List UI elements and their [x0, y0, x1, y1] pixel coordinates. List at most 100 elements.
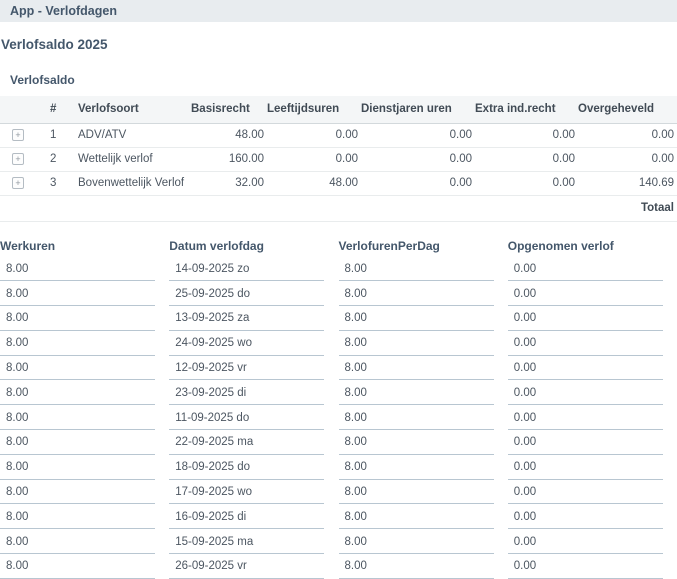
plus-glyph: +	[15, 131, 20, 140]
opgenomen-verlof-input[interactable]	[508, 459, 663, 480]
datum-verlofdag-input[interactable]	[169, 558, 324, 579]
datum-verlofdag-input[interactable]	[169, 409, 324, 430]
saldo-table-row: + 1 ADV/ATV 48.00 0.00 0.00 0.00 0.00	[0, 123, 677, 147]
opgenomen-verlof-input[interactable]	[508, 409, 663, 430]
werkuren-input[interactable]	[0, 533, 155, 554]
opgenomen-verlof-input[interactable]	[508, 483, 663, 504]
verlofuren-per-dag-input[interactable]	[339, 459, 494, 480]
werkuren-input[interactable]	[0, 483, 155, 504]
verlofuren-per-dag-input[interactable]	[339, 409, 494, 430]
verlofdag-row	[0, 405, 677, 430]
expand-cell: +	[0, 147, 44, 171]
opgenomen-verlof-input[interactable]	[508, 260, 663, 281]
verlofuren-per-dag-input[interactable]	[339, 260, 494, 281]
basisrecht-cell: 160.00	[191, 147, 267, 171]
opgenomen-verlof-input[interactable]	[508, 335, 663, 356]
expand-row-icon[interactable]: +	[12, 153, 24, 165]
col-label-datum-verlofdag: Datum verlofdag	[169, 235, 338, 257]
opgenomen-verlof-input[interactable]	[508, 310, 663, 331]
opgenomen-verlof-input[interactable]	[508, 359, 663, 380]
opgenomen-verlof-input[interactable]	[508, 508, 663, 529]
col-label-werkuren: Werkuren	[0, 235, 169, 257]
page-title: Verlofsaldo 2025	[0, 37, 677, 52]
datum-verlofdag-input[interactable]	[169, 434, 324, 455]
verlofuren-per-dag-input[interactable]	[339, 285, 494, 306]
col-header-basisrecht: Basisrecht	[191, 96, 267, 123]
plus-glyph: +	[15, 179, 20, 188]
col-label-opgenomen-verlof: Opgenomen verlof	[508, 235, 677, 257]
expand-cell: +	[0, 123, 44, 147]
werkuren-input[interactable]	[0, 310, 155, 331]
verlofuren-per-dag-input[interactable]	[339, 434, 494, 455]
verlofdag-row	[0, 430, 677, 455]
verlofuren-per-dag-input[interactable]	[339, 508, 494, 529]
werkuren-input[interactable]	[0, 558, 155, 579]
verlofdag-row	[0, 257, 677, 282]
datum-verlofdag-input[interactable]	[169, 508, 324, 529]
verlofuren-per-dag-input[interactable]	[339, 483, 494, 504]
opgenomen-verlof-input[interactable]	[508, 384, 663, 405]
datum-verlofdag-input[interactable]	[169, 459, 324, 480]
expand-cell: +	[0, 171, 44, 195]
verlofsoort-cell: ADV/ATV	[78, 123, 191, 147]
col-header-leeftijdsuren: Leeftijdsuren	[267, 96, 361, 123]
verlofdagen-grid: Werkuren Datum verlofdag VerlofurenPerDa…	[0, 235, 677, 579]
col-header-overgeheveld: Overgeheveld	[578, 96, 677, 123]
verlofuren-per-dag-input[interactable]	[339, 533, 494, 554]
werkuren-input[interactable]	[0, 508, 155, 529]
werkuren-input[interactable]	[0, 384, 155, 405]
verlofuren-per-dag-input[interactable]	[339, 384, 494, 405]
opgenomen-verlof-input[interactable]	[508, 558, 663, 579]
overgeheveld-cell: 0.00	[578, 123, 677, 147]
verlofdag-row	[0, 480, 677, 505]
opgenomen-verlof-input[interactable]	[508, 533, 663, 554]
dienstjaren-uren-cell: 0.00	[361, 147, 475, 171]
datum-verlofdag-input[interactable]	[169, 285, 324, 306]
dienstjaren-uren-cell: 0.00	[361, 171, 475, 195]
opgenomen-verlof-input[interactable]	[508, 285, 663, 306]
expand-row-icon[interactable]: +	[12, 177, 24, 189]
leeftijdsuren-cell: 48.00	[267, 171, 361, 195]
verlofdag-row	[0, 331, 677, 356]
verlofsaldo-table: # Verlofsoort Basisrecht Leeftijdsuren D…	[0, 96, 677, 222]
saldo-table-row: + 3 Bovenwettelijk Verlof 32.00 48.00 0.…	[0, 171, 677, 195]
opgenomen-verlof-input[interactable]	[508, 434, 663, 455]
werkuren-input[interactable]	[0, 359, 155, 380]
saldo-header-row: # Verlofsoort Basisrecht Leeftijdsuren D…	[0, 96, 677, 123]
col-header-verlofsoort: Verlofsoort	[78, 96, 191, 123]
col-header-extra-ind-recht: Extra ind.recht	[475, 96, 578, 123]
werkuren-input[interactable]	[0, 434, 155, 455]
verlofsaldo-section: Verlofsaldo # Verlofsoort Basisrecht Lee…	[0, 73, 677, 222]
datum-verlofdag-input[interactable]	[169, 335, 324, 356]
leeftijdsuren-cell: 0.00	[267, 147, 361, 171]
col-header-num: #	[44, 96, 78, 123]
werkuren-input[interactable]	[0, 409, 155, 430]
expand-row-icon[interactable]: +	[12, 129, 24, 141]
verlofuren-per-dag-input[interactable]	[339, 335, 494, 356]
verlofsaldo-section-label: Verlofsaldo	[0, 73, 677, 87]
datum-verlofdag-input[interactable]	[169, 359, 324, 380]
verlofsoort-cell: Bovenwettelijk Verlof	[78, 171, 191, 195]
row-number-cell: 1	[44, 123, 78, 147]
extra-ind-recht-cell: 0.00	[475, 123, 578, 147]
datum-verlofdag-input[interactable]	[169, 533, 324, 554]
verlofdag-row	[0, 356, 677, 381]
extra-ind-recht-cell: 0.00	[475, 147, 578, 171]
verlofuren-per-dag-input[interactable]	[339, 359, 494, 380]
werkuren-input[interactable]	[0, 459, 155, 480]
datum-verlofdag-input[interactable]	[169, 310, 324, 331]
verlofuren-per-dag-input[interactable]	[339, 558, 494, 579]
col-header-expand	[0, 96, 44, 123]
werkuren-input[interactable]	[0, 260, 155, 281]
verlofuren-per-dag-input[interactable]	[339, 310, 494, 331]
extra-ind-recht-cell: 0.00	[475, 171, 578, 195]
verlofdag-row	[0, 455, 677, 480]
werkuren-input[interactable]	[0, 335, 155, 356]
dienstjaren-uren-cell: 0.00	[361, 123, 475, 147]
datum-verlofdag-input[interactable]	[169, 483, 324, 504]
row-number-cell: 3	[44, 171, 78, 195]
datum-verlofdag-input[interactable]	[169, 260, 324, 281]
werkuren-input[interactable]	[0, 285, 155, 306]
datum-verlofdag-input[interactable]	[169, 384, 324, 405]
overgeheveld-cell: 140.69	[578, 171, 677, 195]
